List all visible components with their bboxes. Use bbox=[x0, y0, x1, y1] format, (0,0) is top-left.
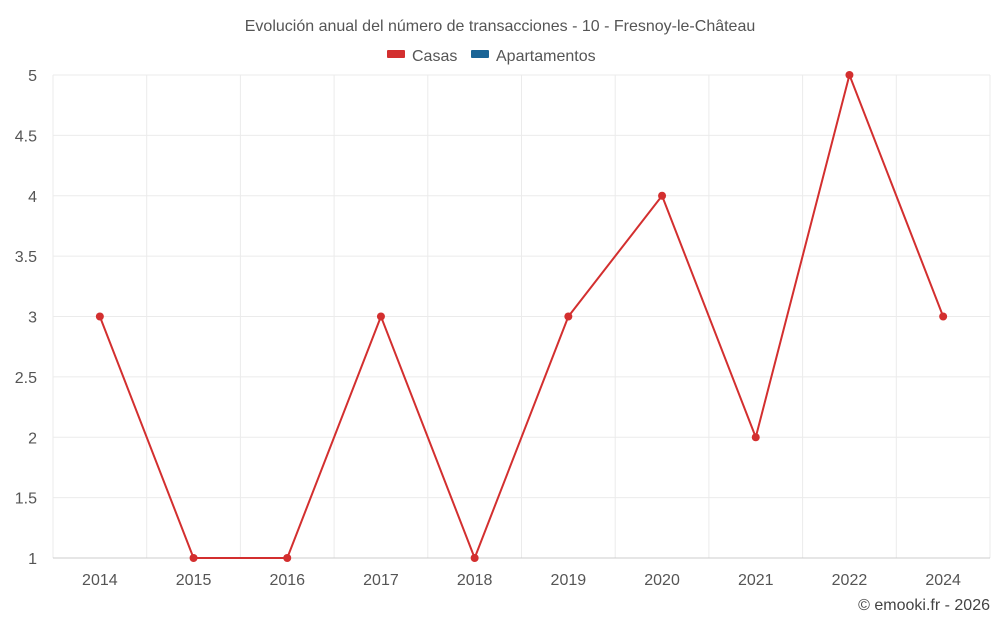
x-tick-label: 2021 bbox=[738, 572, 774, 589]
chart-title: Evolución anual del número de transaccio… bbox=[245, 18, 756, 35]
x-tick-label: 2016 bbox=[269, 572, 305, 589]
y-tick-label: 3.5 bbox=[15, 249, 37, 266]
legend-item-apartamentos[interactable]: Apartamentos bbox=[471, 48, 596, 65]
y-tick-label: 2 bbox=[28, 430, 37, 447]
legend-item-casas[interactable]: Casas bbox=[387, 48, 457, 65]
y-tick-label: 3 bbox=[28, 310, 37, 327]
y-tick-label: 1 bbox=[28, 551, 37, 568]
data-point[interactable] bbox=[939, 312, 948, 321]
x-tick-label: 2022 bbox=[832, 572, 868, 589]
data-point[interactable] bbox=[751, 433, 760, 442]
data-point[interactable] bbox=[376, 312, 385, 321]
x-tick-label: 2017 bbox=[363, 572, 399, 589]
x-axis-ticks: 2014 2015 2016 2017 2018 2019 2020 2021 2022 2024 bbox=[82, 572, 961, 589]
data-point[interactable] bbox=[95, 312, 104, 321]
x-tick-label: 2019 bbox=[551, 572, 587, 589]
credit-text: © emooki.fr - 2026 bbox=[858, 597, 990, 614]
y-tick-label: 4 bbox=[28, 189, 37, 206]
data-point[interactable] bbox=[845, 71, 854, 79]
data-point[interactable] bbox=[658, 191, 667, 200]
x-tick-label: 2014 bbox=[82, 572, 118, 589]
legend-swatch-casas bbox=[387, 50, 405, 58]
y-tick-label: 5 bbox=[28, 68, 37, 85]
legend-label-casas: Casas bbox=[412, 48, 457, 65]
y-tick-label: 4.5 bbox=[15, 128, 37, 145]
x-tick-label: 2018 bbox=[457, 572, 493, 589]
legend: Casas Apartamentos bbox=[387, 48, 596, 65]
data-point[interactable] bbox=[189, 554, 198, 562]
data-point[interactable] bbox=[283, 554, 292, 562]
series-line-casas bbox=[98, 74, 945, 559]
x-tick-label: 2015 bbox=[176, 572, 212, 589]
x-tick-label: 2020 bbox=[644, 572, 680, 589]
y-tick-label: 2.5 bbox=[15, 370, 37, 387]
legend-label-apartamentos: Apartamentos bbox=[496, 48, 596, 65]
series-casas bbox=[95, 71, 948, 562]
legend-swatch-apartamentos bbox=[471, 50, 489, 58]
data-point[interactable] bbox=[564, 312, 573, 321]
y-axis-ticks: 1 1.5 2 2.5 3 3.5 4 4.5 5 bbox=[15, 68, 37, 568]
x-tick-label: 2024 bbox=[925, 572, 961, 589]
y-tick-label: 1.5 bbox=[15, 491, 37, 508]
data-point[interactable] bbox=[470, 554, 479, 562]
